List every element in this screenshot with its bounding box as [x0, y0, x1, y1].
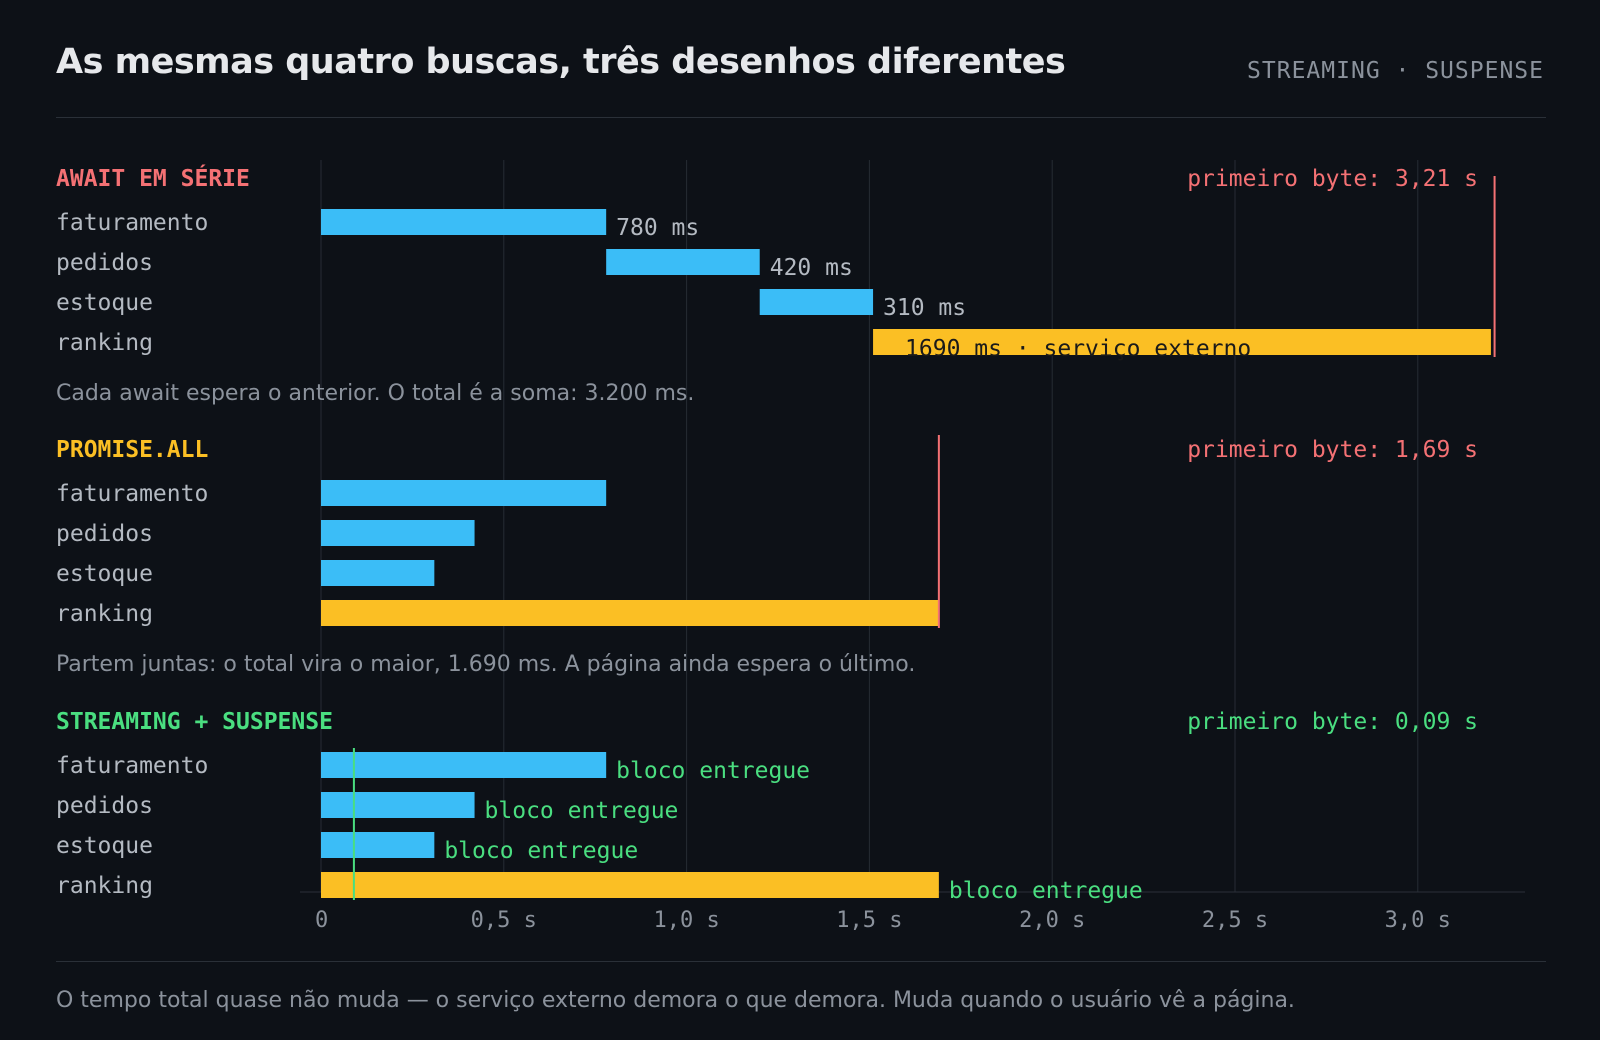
bar-annotation: 420 ms [770, 255, 853, 281]
bar-annotation: 1690 ms · serviço externo [905, 336, 1251, 362]
x-tick-label: 0,5 s [471, 908, 537, 933]
bar-estoque [321, 560, 435, 586]
row-label: pedidos [56, 250, 153, 276]
first-byte-label: primeiro byte: 1,69 s [1187, 437, 1478, 463]
row-label: faturamento [56, 210, 208, 236]
bar-annotation: 310 ms [883, 295, 966, 321]
x-tick-label: 2,5 s [1202, 908, 1268, 933]
header-divider [56, 117, 1546, 118]
x-tick-label: 2,0 s [1019, 908, 1085, 933]
bar-annotation: bloco entregue [485, 798, 679, 824]
bar-ranking [873, 329, 1491, 355]
bar-annotation: bloco entregue [616, 758, 810, 784]
row-label: estoque [56, 561, 153, 587]
row-label: ranking [56, 330, 153, 356]
bar-pedidos [321, 792, 475, 818]
footer-note: O tempo total quase não muda — o serviço… [56, 988, 1295, 1013]
row-label: faturamento [56, 753, 208, 779]
row-label: pedidos [56, 521, 153, 547]
bar-pedidos [321, 520, 475, 546]
bar-estoque [759, 289, 874, 315]
bar-pedidos [606, 249, 760, 275]
row-label: estoque [56, 833, 153, 859]
bar-estoque [321, 832, 435, 858]
footer-divider [56, 961, 1546, 962]
bar-ranking [321, 872, 939, 898]
x-tick-label: 0 [315, 908, 328, 933]
x-tick-label: 1,5 s [836, 908, 902, 933]
x-tick-label: 1,0 s [653, 908, 719, 933]
row-label: ranking [56, 601, 153, 627]
row-label: pedidos [56, 793, 153, 819]
x-tick-label: 3,0 s [1385, 908, 1451, 933]
first-byte-label: primeiro byte: 0,09 s [1187, 709, 1478, 735]
first-byte-label: primeiro byte: 3,21 s [1187, 166, 1478, 192]
bar-faturamento [321, 752, 607, 778]
bar-annotation: bloco entregue [444, 838, 638, 864]
bar-faturamento [321, 209, 607, 235]
bar-annotation: bloco entregue [949, 878, 1143, 904]
bar-faturamento [321, 480, 607, 506]
bar-ranking [321, 600, 939, 626]
page-title: As mesmas quatro buscas, três desenhos d… [56, 42, 1066, 82]
panel-caption: Partem juntas: o total vira o maior, 1.6… [56, 652, 915, 677]
panel-title: AWAIT EM SÉRIE [56, 164, 250, 192]
bar-annotation: 780 ms [616, 215, 699, 241]
row-label: faturamento [56, 481, 208, 507]
panel-title: STREAMING + SUSPENSE [56, 709, 333, 735]
row-label: ranking [56, 873, 153, 899]
panel-caption: Cada await espera o anterior. O total é … [56, 381, 694, 406]
header-tag: STREAMING · SUSPENSE [1247, 58, 1544, 84]
panel-title: PROMISE.ALL [56, 437, 208, 463]
row-label: estoque [56, 290, 153, 316]
